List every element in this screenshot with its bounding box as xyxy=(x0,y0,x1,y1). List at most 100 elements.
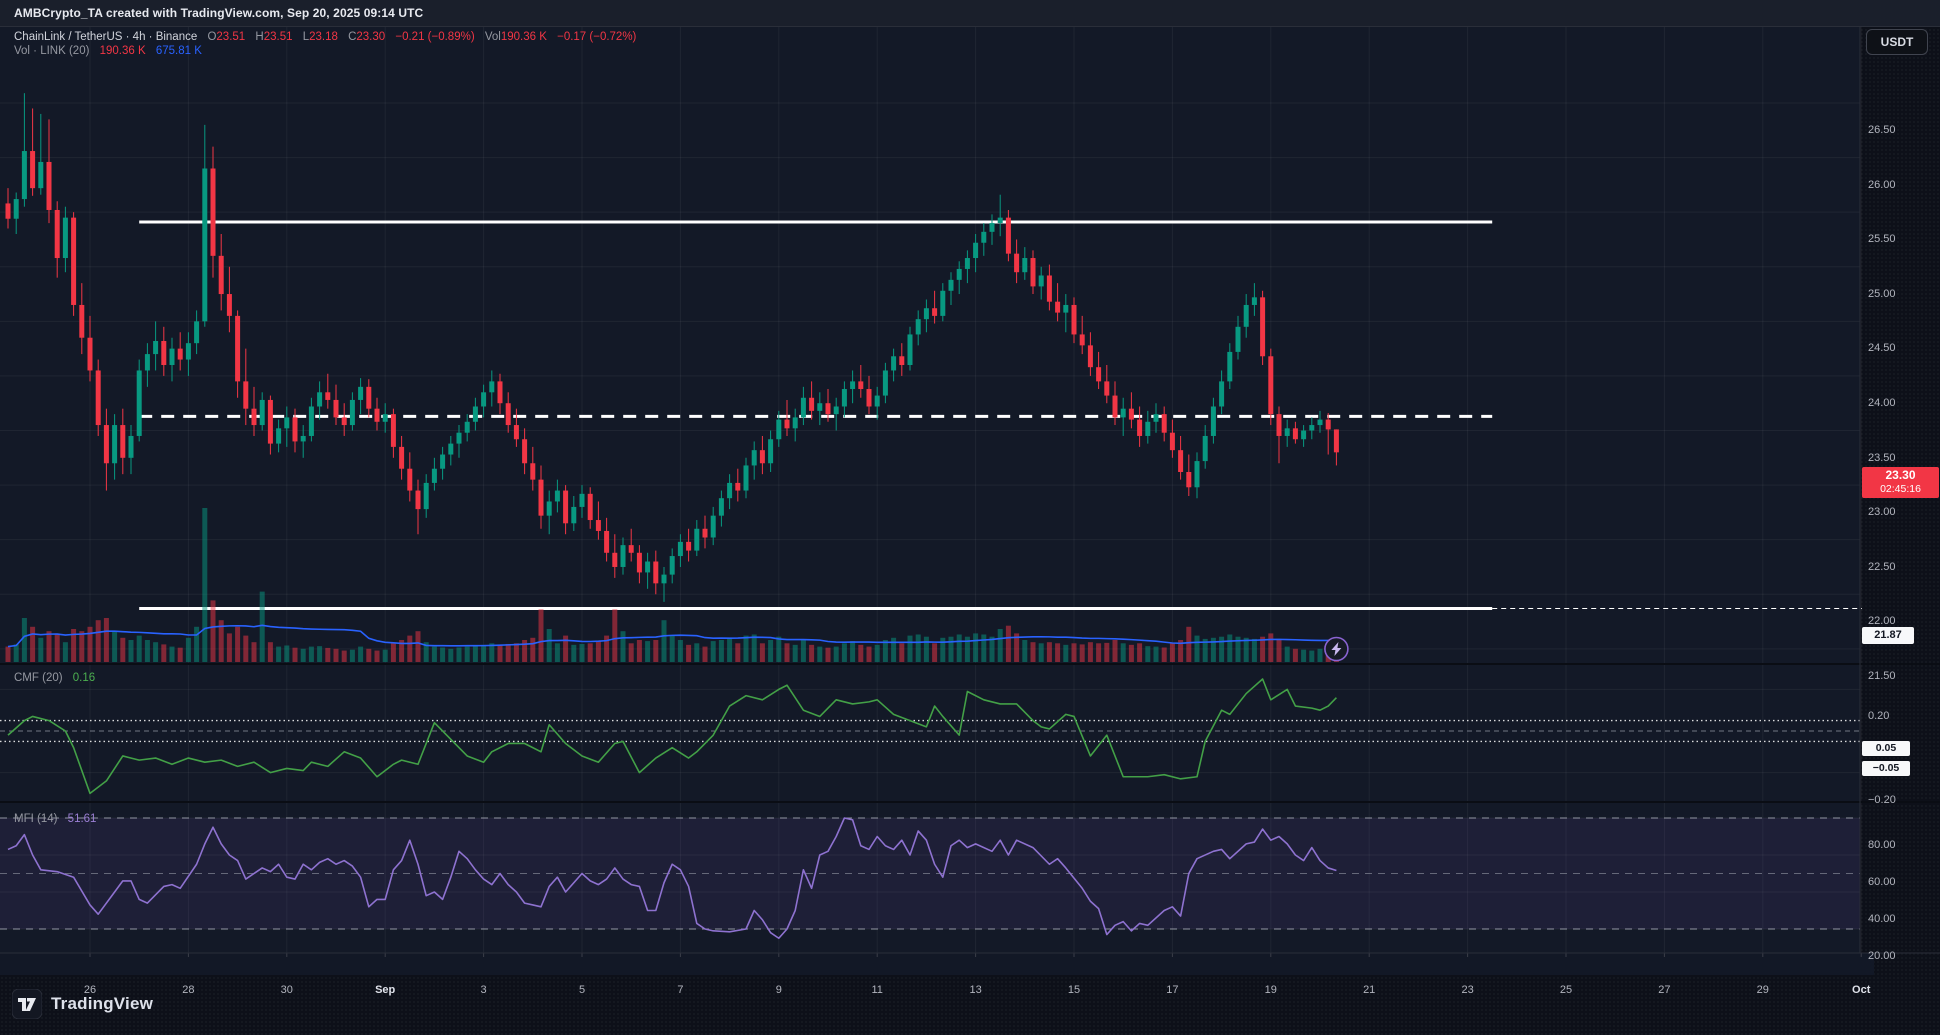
volume-bar xyxy=(604,635,610,662)
volume-bar xyxy=(718,640,724,662)
cmf-line xyxy=(7,678,1337,795)
mfi-legend[interactable]: MFI (14) 51.61 xyxy=(14,813,96,825)
volume-bar xyxy=(1096,643,1102,662)
volume-bar xyxy=(882,640,888,662)
candle-body xyxy=(858,381,864,390)
volume-bar xyxy=(218,620,224,662)
candle-body xyxy=(686,541,692,551)
pane-separator[interactable] xyxy=(0,663,1940,665)
price-axis-label: 22.00 xyxy=(1868,615,1896,628)
candle-body xyxy=(1210,406,1216,436)
volume-bar xyxy=(530,637,536,662)
candle-body xyxy=(891,356,897,371)
volume-bar xyxy=(1120,643,1126,662)
candle-body xyxy=(194,321,200,344)
volume-bar xyxy=(743,635,749,662)
mfi-value: 51.61 xyxy=(67,813,97,825)
attribution-bar: AMBCrypto_TA created with TradingView.co… xyxy=(0,0,1940,27)
volume-bar xyxy=(923,636,929,662)
candle-body xyxy=(1120,408,1126,418)
volume-indicator-title[interactable]: Vol · LINK (20) xyxy=(14,45,90,57)
volume-bar xyxy=(1292,648,1298,662)
time-axis-label: 13 xyxy=(969,984,982,996)
candle-body xyxy=(1046,275,1052,302)
volume-bar xyxy=(948,636,954,662)
cmf-lower-band-badge: −0.05 xyxy=(1862,761,1910,776)
volume-bar xyxy=(727,637,733,662)
price-axis-label: 25.50 xyxy=(1868,233,1896,246)
volume-bar xyxy=(513,643,519,662)
time-axis-label: 17 xyxy=(1166,984,1179,996)
candle-body xyxy=(702,528,708,538)
pane-separator[interactable] xyxy=(0,801,1940,803)
volume-bar xyxy=(1268,633,1274,662)
volume-bar xyxy=(1087,642,1093,662)
volume-bar xyxy=(833,646,839,662)
volume-bar xyxy=(1194,635,1200,662)
cmf-legend[interactable]: CMF (20) 0.16 xyxy=(14,672,95,684)
volume-bar xyxy=(161,644,167,662)
candle-body xyxy=(759,450,765,464)
candle-body xyxy=(1325,419,1331,430)
symbol-legend[interactable]: ChainLink / TetherUS · 4h · Binance O23.… xyxy=(14,31,636,43)
volume-bar xyxy=(579,643,585,662)
candle-body xyxy=(636,552,642,573)
volume-bar xyxy=(1014,633,1020,662)
time-axis-label: 28 xyxy=(182,984,195,996)
volume-bar xyxy=(1260,636,1266,662)
time-axis-label: 25 xyxy=(1559,984,1573,996)
candle-body xyxy=(653,561,659,584)
tradingview-logo-icon xyxy=(12,989,42,1019)
candle-body xyxy=(1202,435,1208,462)
candle-body xyxy=(956,268,962,280)
volume-bar xyxy=(1104,642,1110,662)
time-axis-label: 7 xyxy=(677,984,684,996)
volume-bar xyxy=(817,646,823,662)
tradingview-logo[interactable]: TradingView xyxy=(12,989,153,1019)
currency-toggle-button[interactable]: USDT xyxy=(1866,29,1928,55)
time-axis[interactable]: 26 28 30 Sep 3 5 7 9 11 13 15 17 19 21 23 25 27 29 Oct xyxy=(0,980,1874,1002)
candle-body xyxy=(153,340,159,355)
volume-value: 190.36 K xyxy=(500,31,547,43)
volume-bar xyxy=(1251,638,1257,662)
candle-body xyxy=(481,392,487,407)
chart-canvas[interactable] xyxy=(0,27,1940,975)
mfi-axis-label: 20.00 xyxy=(1868,950,1896,962)
candle-body xyxy=(38,161,44,189)
volume-bar xyxy=(841,643,847,662)
candle-body xyxy=(1096,367,1102,382)
time-axis-label: 11 xyxy=(871,984,883,996)
volume-label: Vol xyxy=(484,31,501,43)
volume-bar xyxy=(645,641,651,662)
mfi-label[interactable]: MFI xyxy=(14,813,34,825)
cmf-label[interactable]: CMF xyxy=(14,672,39,684)
volume-bar xyxy=(440,647,446,662)
volume-bar xyxy=(1317,648,1323,662)
volume-bar xyxy=(874,644,880,662)
volume-bar xyxy=(95,620,101,662)
candle-body xyxy=(522,439,528,464)
volume-bar xyxy=(1071,643,1077,662)
candle-body xyxy=(62,217,68,259)
volume-bar xyxy=(1145,646,1151,662)
candle-body xyxy=(1169,432,1175,451)
volume-change-value: −0.17 (−0.72%) xyxy=(557,31,637,43)
candle-body xyxy=(366,386,372,409)
volume-bar xyxy=(973,633,979,662)
volume-bar xyxy=(981,634,987,662)
volume-bar xyxy=(710,641,716,662)
symbol-title[interactable]: ChainLink / TetherUS · 4h · Binance xyxy=(14,31,198,43)
candle-body xyxy=(784,419,790,429)
volume-bar xyxy=(1161,647,1167,662)
volume-bar xyxy=(341,650,347,662)
volume-bar xyxy=(899,643,905,662)
candle-body xyxy=(505,403,511,426)
volume-bar xyxy=(210,600,216,662)
volume-bar xyxy=(464,646,470,662)
candle-body xyxy=(1194,461,1200,488)
candle-body xyxy=(743,465,749,491)
volume-indicator-legend[interactable]: Vol · LINK (20) 190.36 K 675.81 K xyxy=(14,45,202,57)
cmf-upper-band-badge: 0.05 xyxy=(1862,741,1910,756)
volume-bar xyxy=(759,643,765,662)
volume-bar xyxy=(30,626,36,662)
